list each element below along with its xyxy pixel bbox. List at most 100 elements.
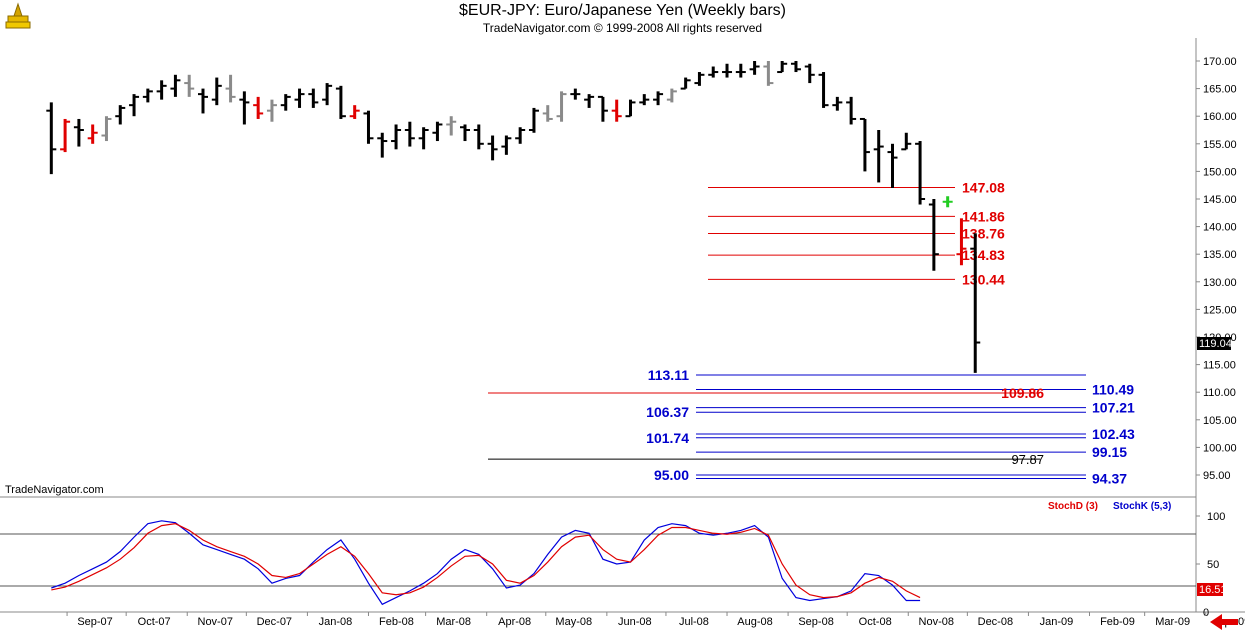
price-bar <box>708 66 719 78</box>
time-tick-label: Aug-08 <box>737 616 772 628</box>
price-bar <box>239 91 250 125</box>
price-bar <box>404 121 415 147</box>
stoch-k-legend: StochK (5,3) <box>1113 501 1171 512</box>
price-tick-label: 165.00 <box>1203 84 1237 96</box>
time-tick-label: Oct-07 <box>138 616 171 628</box>
price-bar <box>639 94 650 106</box>
price-bar <box>611 99 622 122</box>
price-bar <box>156 80 167 100</box>
fib-level-label: 110.49 <box>1092 381 1134 397</box>
price-bar <box>142 88 153 103</box>
price-bar <box>666 88 677 103</box>
price-bar <box>625 99 636 118</box>
chart-title: $EUR-JPY: Euro/Japanese Yen (Weekly bars… <box>459 2 786 19</box>
fib-level-label: 107.21 <box>1092 400 1135 416</box>
price-tick-label: 170.00 <box>1203 56 1237 68</box>
price-bar <box>915 141 926 205</box>
price-bar <box>170 74 181 97</box>
price-bar <box>694 72 705 86</box>
fib-level-label: 141.86 <box>962 208 1005 224</box>
time-tick-label: Dec-08 <box>978 616 1013 628</box>
price-bar <box>763 61 774 86</box>
price-bar <box>322 83 333 106</box>
fib-level-label: 113.11 <box>648 367 689 383</box>
price-tick-label: 125.00 <box>1203 304 1237 316</box>
price-bar <box>722 63 733 78</box>
time-tick-label: Feb-09 <box>1100 616 1135 628</box>
price-bar <box>749 61 760 75</box>
price-bar <box>680 77 691 90</box>
stochastic-panel: StochD (3) StochK (5,3) 100500 16.51 <box>0 501 1227 619</box>
fib-level-label: 106.37 <box>646 404 689 420</box>
chart-frame <box>0 38 1245 613</box>
trade-navigator-logo-icon <box>4 2 32 37</box>
price-tick-label: 100.00 <box>1203 442 1237 454</box>
price-bar <box>349 105 360 119</box>
price-bar <box>115 105 126 125</box>
price-axis: 170.00 165.00 160.00 155.00 150.00 145.00 140.… <box>1196 56 1237 482</box>
time-axis: Sep-07 Oct-07 Nov-07 Dec-07 Jan-08 Feb-08 Mar-… <box>66 612 1245 628</box>
price-bar <box>280 94 291 111</box>
price-tick-label: 95.00 <box>1203 470 1231 482</box>
price-bar <box>211 77 222 106</box>
price-bar <box>859 117 870 172</box>
price-bar <box>418 127 429 150</box>
price-bar <box>60 118 71 153</box>
fib-level-label: 102.43 <box>1092 426 1135 442</box>
fib-level-label: 130.44 <box>962 271 1005 287</box>
chart-subtitle: TradeNavigator.com © 1999-2008 All right… <box>482 21 763 35</box>
fib-level-label: 101.74 <box>646 430 689 446</box>
price-bar <box>556 91 567 122</box>
price-bar <box>956 218 967 266</box>
price-bar <box>832 96 843 111</box>
time-tick-label: Jan-08 <box>319 616 353 628</box>
price-bar <box>570 88 581 100</box>
price-tick-label: 135.00 <box>1203 249 1237 261</box>
fib-level-label: 147.08 <box>962 180 1005 196</box>
time-tick-label: Nov-08 <box>919 616 954 628</box>
price-bar <box>542 105 553 122</box>
last-price-label: 119.04 <box>1199 338 1232 350</box>
time-tick-label: Mar-09 <box>1155 616 1190 628</box>
price-bar <box>73 118 84 147</box>
price-bar <box>294 88 305 108</box>
fib-level-label: 99.15 <box>1092 444 1127 460</box>
fib-level-label: 94.37 <box>1092 470 1127 486</box>
price-bar <box>901 132 912 151</box>
time-tick-label: Dec-07 <box>257 616 292 628</box>
time-tick-label: Feb-08 <box>379 616 414 628</box>
time-tick-label: Jun-08 <box>618 616 652 628</box>
price-bar <box>391 124 402 150</box>
price-bar <box>198 88 208 114</box>
price-bar <box>653 91 664 106</box>
last-price-marker: 119.04 <box>1197 337 1232 350</box>
price-tick-label: 150.00 <box>1203 166 1237 178</box>
time-tick-label: Nov-07 <box>198 616 233 628</box>
price-bar <box>377 132 388 158</box>
price-bar <box>253 96 264 119</box>
scroll-left-arrow-icon[interactable] <box>1210 614 1238 630</box>
price-bar <box>777 61 788 74</box>
price-bar <box>101 116 112 142</box>
time-tick-label: Sep-07 <box>77 616 112 628</box>
price-bar <box>528 107 539 133</box>
stoch-tick-label: 100 <box>1207 511 1225 523</box>
time-tick-label: Oct-08 <box>859 616 892 628</box>
price-bar <box>46 102 57 175</box>
price-bar <box>184 74 195 97</box>
price-bar <box>804 63 815 84</box>
price-bar <box>873 130 884 183</box>
price-bar <box>129 94 140 117</box>
fib-level-label: 138.76 <box>962 225 1005 241</box>
price-tick-label: 115.00 <box>1203 360 1236 372</box>
stoch-d-line <box>51 523 921 599</box>
price-tick-label: 110.00 <box>1203 387 1236 399</box>
price-bar <box>225 74 236 103</box>
time-tick-label: Jan-09 <box>1040 616 1074 628</box>
price-tick-label: 130.00 <box>1203 277 1237 289</box>
price-bar <box>266 99 277 122</box>
price-bar <box>887 143 898 188</box>
stoch-tick-label: 50 <box>1207 559 1219 571</box>
price-bar <box>487 135 498 161</box>
